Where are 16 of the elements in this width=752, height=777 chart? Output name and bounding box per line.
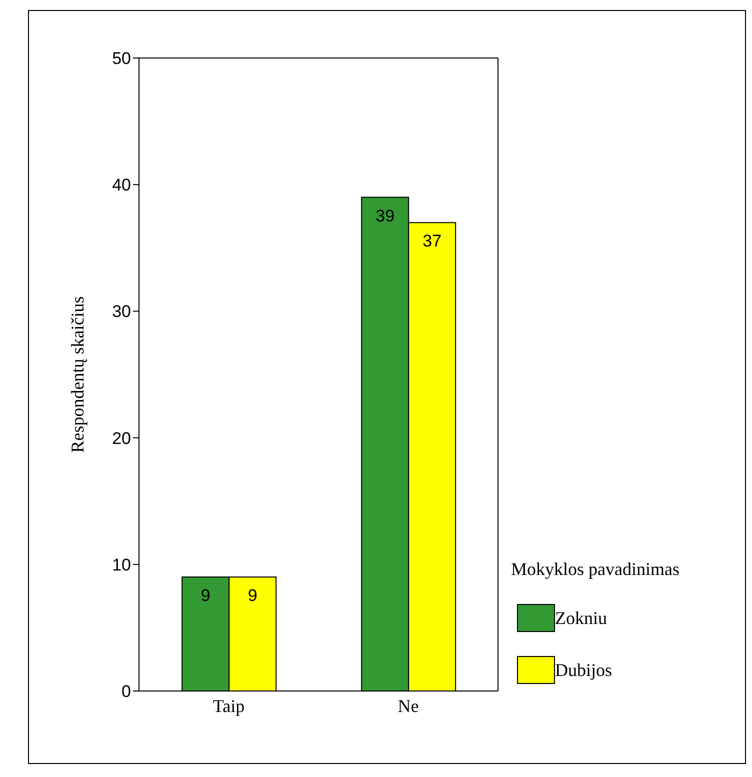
y-tick-label: 50 (112, 49, 131, 68)
x-tick-label: Taip (212, 696, 245, 716)
data-label: 9 (200, 586, 210, 606)
data-label: 37 (422, 232, 442, 251)
data-label: 9 (248, 586, 258, 606)
y-tick-label: 40 (112, 176, 131, 195)
legend-label: Dubijos (555, 660, 612, 680)
y-tick-label: 20 (112, 428, 131, 448)
legend-label: Zokniu (555, 608, 607, 628)
y-tick-label: 30 (112, 302, 131, 322)
legend-title: Mokyklos pavadinimas (511, 559, 680, 580)
y-axis-title: Respondentų skaičius (67, 296, 88, 453)
y-tick-label: 10 (112, 555, 131, 574)
x-tick-label: Ne (398, 696, 419, 716)
y-tick-label: 0 (122, 682, 131, 702)
data-label: 39 (376, 206, 395, 226)
